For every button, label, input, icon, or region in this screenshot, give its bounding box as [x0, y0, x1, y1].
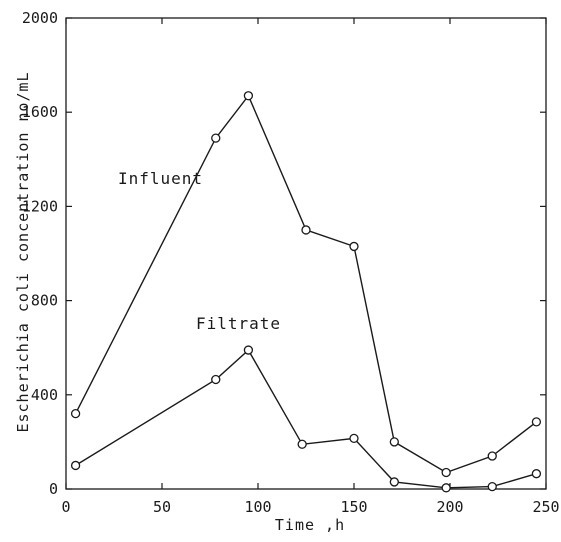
data-point-filtrate [349, 433, 359, 444]
y-tick-label: 400 [31, 386, 58, 404]
data-point-influent [441, 467, 451, 478]
x-tick-label: 200 [436, 498, 463, 516]
data-point-filtrate [441, 483, 451, 493]
data-point-influent [70, 408, 81, 419]
x-tick-label: 250 [532, 498, 559, 516]
data-point-filtrate [487, 481, 497, 492]
series-influent [70, 91, 542, 478]
series-label-filtrate: Filtrate [196, 314, 281, 333]
data-point-influent [211, 133, 221, 143]
axes [65, 17, 547, 490]
data-point-filtrate [70, 460, 81, 471]
data-point-filtrate [531, 469, 542, 479]
series-line-filtrate [75, 348, 537, 489]
x-tick-label: 100 [244, 498, 271, 516]
y-tick-label: 1600 [22, 103, 58, 121]
series-filtrate [70, 345, 542, 493]
data-point-influent [301, 225, 311, 235]
ticks: 0 50 100 150 200 250 0 400 800 1200 1600 2000 [22, 9, 560, 516]
data-point-influent [531, 417, 542, 427]
series-line-influent [74, 94, 537, 474]
series-label-influent: Influent [118, 169, 203, 188]
plot-frame [65, 17, 547, 490]
data-point-influent [349, 241, 359, 252]
data-point-filtrate [297, 439, 307, 449]
data-point-filtrate [389, 477, 399, 487]
x-tick-label: 0 [61, 498, 70, 516]
y-tick-label: 800 [31, 292, 58, 310]
y-tick-label: 1200 [22, 197, 58, 215]
data-point-filtrate [211, 374, 221, 385]
data-point-filtrate [243, 345, 254, 355]
series-layer [70, 91, 542, 493]
y-tick-label: 2000 [22, 9, 58, 27]
x-axis-title: Time ,h [275, 516, 345, 534]
x-tick-label: 150 [340, 498, 367, 516]
data-point-influent [487, 451, 497, 461]
data-point-influent [243, 91, 254, 101]
y-axis-title: Escherichia coli concentration no/mL [14, 71, 32, 432]
x-tick-label: 50 [153, 498, 171, 516]
y-tick-label: 0 [49, 480, 58, 498]
data-point-influent [389, 437, 399, 447]
